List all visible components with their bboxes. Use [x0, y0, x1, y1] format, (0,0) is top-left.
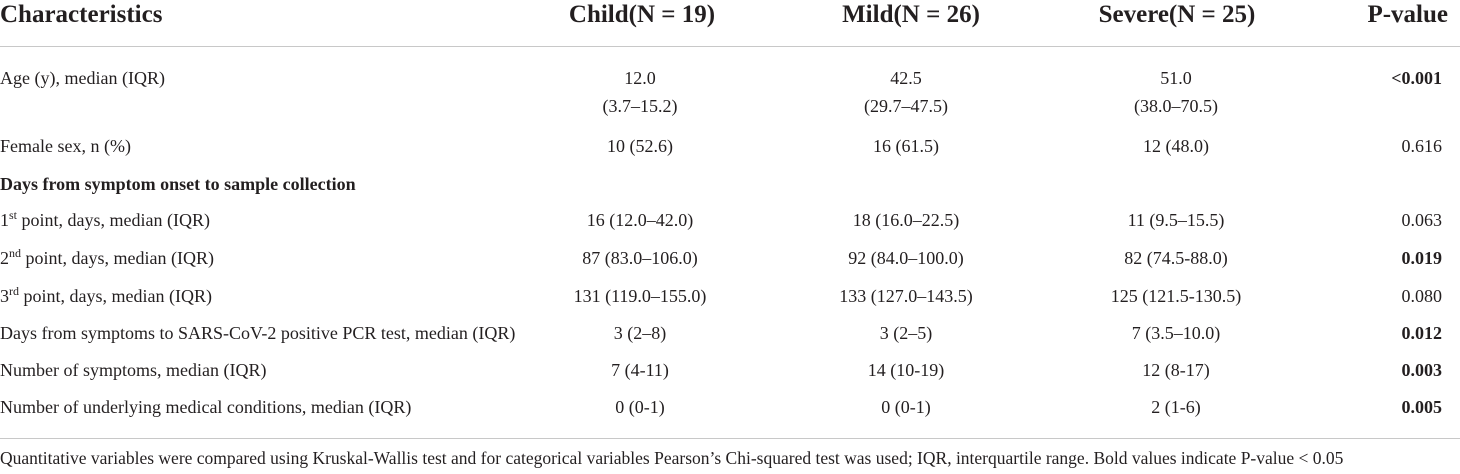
severe-value: 12 (48.0)	[1143, 136, 1209, 156]
header-mild: Mild(N = 26)	[842, 1, 980, 28]
child-value: 12.0 (3.7–15.2)	[602, 68, 678, 116]
child-value: 10 (52.6)	[607, 136, 673, 156]
severe-value: 51.0 (38.0–70.5)	[1134, 68, 1218, 116]
row-label: 1st point, days, median (IQR)	[0, 208, 210, 230]
severe-value: 12 (8-17)	[1142, 360, 1210, 380]
p-value: <0.001	[1391, 68, 1442, 88]
severe-value: 82 (74.5-88.0)	[1124, 248, 1228, 268]
p-value: 0.005	[1401, 397, 1443, 417]
child-value: 3 (2–8)	[613, 323, 667, 343]
row-label: Days from symptoms to SARS-CoV-2 positiv…	[0, 323, 516, 343]
mild-value: 16 (61.5)	[873, 136, 939, 156]
mild-value: 14 (10-19)	[867, 360, 945, 380]
row-label: 2nd point, days, median (IQR)	[0, 246, 214, 268]
p-value: 0.012	[1401, 323, 1443, 343]
severe-value: 2 (1-6)	[1151, 397, 1201, 417]
header-divider	[0, 46, 1460, 47]
p-value: 0.063	[1401, 210, 1443, 230]
child-value: 87 (83.0–106.0)	[582, 248, 698, 268]
child-value: 0 (0-1)	[615, 397, 665, 417]
header-characteristics: Characteristics	[0, 1, 163, 28]
row-label: Age (y), median (IQR)	[0, 68, 165, 88]
row-label: Female sex, n (%)	[0, 136, 131, 156]
severe-value: 7 (3.5–10.0)	[1131, 323, 1221, 343]
table-header: Characteristics Child(N = 19) Mild(N = 2…	[0, 0, 1460, 38]
child-value: 7 (4-11)	[611, 360, 669, 380]
p-value: 0.080	[1401, 286, 1443, 306]
p-value: 0.616	[1401, 136, 1443, 156]
row-label: 3rd point, days, median (IQR)	[0, 284, 212, 306]
severe-value: 11 (9.5–15.5)	[1127, 210, 1225, 230]
p-value: 0.019	[1401, 248, 1443, 268]
footer-divider	[0, 438, 1460, 439]
mild-value: 42.5 (29.7–47.5)	[864, 68, 948, 116]
mild-value: 3 (2–5)	[879, 323, 933, 343]
p-value: 0.003	[1401, 360, 1443, 380]
section-heading: Days from symptom onset to sample collec…	[0, 174, 356, 194]
mild-value: 18 (16.0–22.5)	[852, 210, 960, 230]
mild-value: 92 (84.0–100.0)	[848, 248, 964, 268]
mild-value: 0 (0-1)	[881, 397, 931, 417]
child-value: 16 (12.0–42.0)	[586, 210, 694, 230]
severe-value: 125 (121.5-130.5)	[1110, 286, 1242, 306]
header-pvalue: P-value	[1367, 1, 1448, 28]
header-child: Child(N = 19)	[568, 1, 716, 28]
mild-value: 133 (127.0–143.5)	[839, 286, 973, 306]
table-footnote: Quantitative variables were compared usi…	[0, 448, 1344, 468]
row-label: Number of symptoms, median (IQR)	[0, 360, 267, 380]
child-value: 131 (119.0–155.0)	[573, 286, 707, 306]
row-label: Number of underlying medical conditions,…	[0, 397, 412, 417]
header-severe: Severe(N = 25)	[1098, 1, 1256, 28]
